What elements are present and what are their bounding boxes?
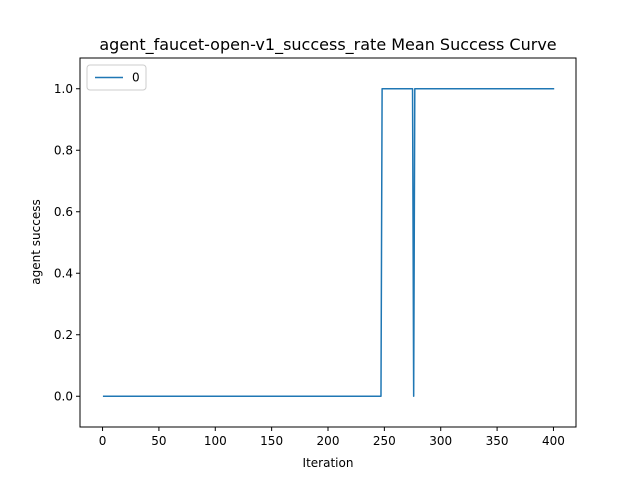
y-tick-label: 0.8 xyxy=(54,143,73,157)
y-tick-label: 0.2 xyxy=(54,328,73,342)
series-line-0 xyxy=(102,88,555,397)
x-tick-label: 350 xyxy=(486,434,509,448)
x-tick-label: 300 xyxy=(429,434,452,448)
x-tick-label: 150 xyxy=(260,434,283,448)
x-tick-label: 100 xyxy=(204,434,227,448)
y-tick-label: 0.4 xyxy=(54,266,73,280)
x-axis-label: Iteration xyxy=(303,456,354,470)
x-tick-label: 200 xyxy=(317,434,340,448)
chart-title: agent_faucet-open-v1_success_rate Mean S… xyxy=(99,35,556,55)
legend: 0 xyxy=(86,64,147,91)
x-tick-label: 50 xyxy=(151,434,166,448)
y-tick-label: 0.0 xyxy=(54,389,73,403)
x-tick-label: 250 xyxy=(373,434,396,448)
plot-area: 0 50 100 150 200 250 300 350 400 0.0 0.2 0.4 0.6 0.8 1… xyxy=(54,57,577,448)
y-axis-label: agent success xyxy=(29,199,43,284)
y-tick-label: 1.0 xyxy=(54,82,73,96)
x-tick-label: 400 xyxy=(542,434,565,448)
axes-frame xyxy=(79,57,577,428)
x-tick-label: 0 xyxy=(99,434,107,448)
y-tick-label: 0.6 xyxy=(54,205,73,219)
legend-label-0: 0 xyxy=(132,71,140,85)
